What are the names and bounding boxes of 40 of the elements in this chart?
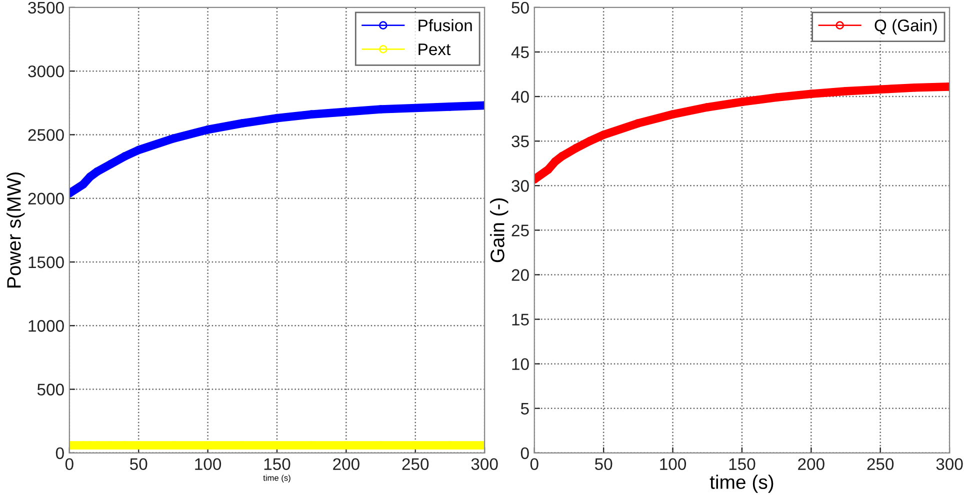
y-tick-label: 2500: [28, 129, 64, 141]
x-tick-label: 200: [333, 458, 360, 470]
x-tick-label: 200: [798, 458, 824, 470]
y-tick-label: 3500: [28, 2, 64, 14]
x-tick-label: 300: [936, 458, 963, 470]
legend-label: Pfusion: [418, 19, 472, 32]
y-tick-label: 1500: [28, 256, 64, 268]
x-tick-label: 50: [594, 458, 612, 470]
legend-label: Pext: [418, 44, 451, 56]
y-tick-label: 40: [511, 90, 529, 103]
x-tick-label: 150: [264, 458, 290, 470]
y-tick-label: 500: [37, 384, 64, 396]
x-tick-label: 0: [530, 458, 538, 470]
y-tick-label: 50: [512, 2, 529, 14]
y-tick-label: 5: [520, 402, 529, 415]
y-tick-label: 45: [511, 46, 529, 58]
x-tick-label: 100: [195, 458, 222, 470]
x-tick-label: 50: [130, 458, 148, 470]
x-axis-title: time (s): [263, 474, 290, 482]
y-tick-label: 3000: [28, 65, 64, 78]
y-tick-label: 30: [512, 180, 529, 192]
y-tick-label: 0: [520, 447, 529, 460]
y-tick-label: 35: [512, 135, 529, 148]
y-tick-label: 25: [512, 224, 529, 236]
y-tick-label: 15: [512, 314, 529, 326]
y-tick-label: 20: [512, 269, 529, 281]
y-tick-label: 1000: [28, 320, 64, 332]
y-tick-label: 2000: [28, 192, 64, 205]
x-tick-label: 100: [660, 458, 686, 470]
legend-label: Q (Gain): [874, 19, 937, 35]
y-tick-label: 0: [56, 447, 64, 460]
x-tick-label: 250: [867, 458, 894, 470]
x-tick-label: 150: [729, 458, 756, 470]
x-axis-title: time (s): [710, 474, 774, 493]
y-tick-label: 10: [512, 358, 529, 370]
x-tick-label: 0: [65, 458, 74, 470]
x-tick-label: 250: [402, 458, 429, 470]
x-tick-label: 300: [471, 458, 498, 470]
y-axis-title: Gain (-): [490, 198, 508, 262]
y-axis-title: Power s(MW): [6, 172, 25, 288]
